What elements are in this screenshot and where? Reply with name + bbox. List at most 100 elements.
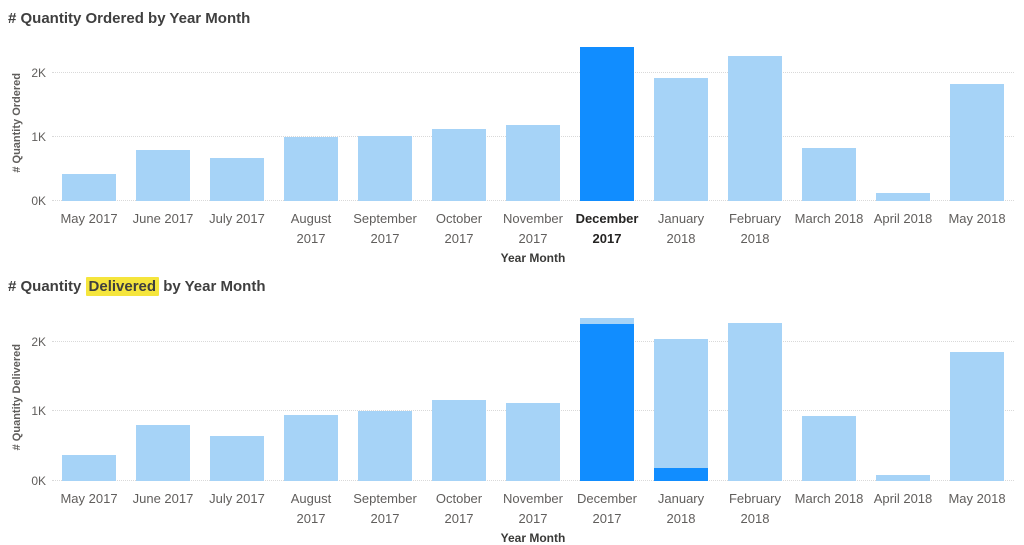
x-tick-may-2017: May 2017 bbox=[52, 489, 126, 509]
bar-segment-dim[interactable] bbox=[209, 435, 265, 481]
bar-segment-dim[interactable] bbox=[209, 158, 265, 201]
bar-september-2017[interactable] bbox=[357, 135, 413, 201]
x-axis-title: Year Month bbox=[500, 531, 566, 545]
bar-june-2017[interactable] bbox=[135, 149, 191, 201]
bar-segment-dim[interactable] bbox=[801, 415, 857, 481]
bar-july-2017[interactable] bbox=[209, 435, 265, 481]
x-axis-labels: May 2017 June 2017 July 2017 August 2017 Sept… bbox=[52, 489, 1014, 529]
x-tick-line: 2017 bbox=[592, 511, 622, 526]
bar-september-2017[interactable] bbox=[357, 411, 413, 481]
x-tick-line: March 2018 bbox=[794, 491, 864, 506]
bar-april-2018[interactable] bbox=[875, 474, 931, 481]
bar-july-2017[interactable] bbox=[209, 158, 265, 201]
x-tick-line: 2018 bbox=[740, 511, 770, 526]
gridline bbox=[52, 340, 1014, 342]
x-tick-july-2017: July 2017 bbox=[200, 209, 274, 229]
bar-october-2017[interactable] bbox=[431, 399, 487, 481]
bar-segment-dim[interactable] bbox=[579, 317, 635, 324]
y-tick-label: 0K bbox=[31, 474, 46, 488]
x-tick-august-2017: August 2017 bbox=[274, 209, 348, 249]
bar-august-2017[interactable] bbox=[283, 136, 339, 201]
bar-segment-dim[interactable] bbox=[135, 149, 191, 201]
bar-segment-dim[interactable] bbox=[357, 135, 413, 201]
x-tick-april-2018: April 2018 bbox=[866, 489, 940, 509]
bar-segment-highlighted[interactable] bbox=[579, 46, 635, 201]
bar-november-2017[interactable] bbox=[505, 403, 561, 481]
bar-segment-dim[interactable] bbox=[61, 174, 117, 201]
bar-august-2017[interactable] bbox=[283, 414, 339, 481]
bar-segment-dim[interactable] bbox=[283, 414, 339, 481]
bar-segment-highlighted[interactable] bbox=[579, 323, 635, 481]
y-axis-ticks: 0K 1K 2K bbox=[26, 314, 46, 488]
bar-segment-dim[interactable] bbox=[653, 77, 709, 201]
x-tick-february-2018: February 2018 bbox=[718, 209, 792, 249]
x-tick-may-2018: May 2018 bbox=[940, 209, 1014, 229]
bar-segment-dim[interactable] bbox=[431, 129, 487, 201]
bar-january-2018[interactable] bbox=[653, 339, 709, 481]
y-axis-title: # Quantity Delivered bbox=[8, 314, 26, 481]
bar-january-2018[interactable] bbox=[653, 77, 709, 201]
y-tick-label: 2K bbox=[31, 65, 46, 80]
bar-segment-dim[interactable] bbox=[949, 83, 1005, 201]
bar-segment-dim[interactable] bbox=[61, 454, 117, 481]
bar-segment-dim[interactable] bbox=[801, 148, 857, 201]
bar-segment-dim[interactable] bbox=[875, 474, 931, 481]
bar-segment-dim[interactable] bbox=[357, 411, 413, 481]
bar-february-2018[interactable] bbox=[727, 55, 783, 201]
bar-june-2017[interactable] bbox=[135, 425, 191, 481]
x-tick-december-2017: December 2017 bbox=[570, 209, 644, 249]
chart-title-text: # Quantity bbox=[8, 278, 86, 295]
x-tick-line: November bbox=[503, 211, 563, 226]
chart-body: # Quantity Delivered 0K 1K 2K May 2017 June… bbox=[8, 314, 1014, 545]
bar-may-2017[interactable] bbox=[61, 174, 117, 201]
bar-segment-highlighted[interactable] bbox=[653, 467, 709, 481]
x-tick-line: December bbox=[575, 211, 639, 226]
x-tick-september-2017: September 2017 bbox=[348, 209, 422, 249]
x-tick-line: August bbox=[290, 211, 332, 226]
bar-april-2018[interactable] bbox=[875, 192, 931, 201]
x-tick-line: May 2018 bbox=[948, 491, 1006, 506]
bar-november-2017[interactable] bbox=[505, 124, 561, 201]
y-tick-label: 0K bbox=[31, 194, 46, 208]
bar-march-2018[interactable] bbox=[801, 415, 857, 481]
x-tick-line: August bbox=[290, 491, 332, 506]
bar-segment-dim[interactable] bbox=[135, 425, 191, 481]
bar-segment-dim[interactable] bbox=[431, 399, 487, 481]
bar-october-2017[interactable] bbox=[431, 129, 487, 201]
bar-segment-dim[interactable] bbox=[505, 403, 561, 481]
x-tick-line: 2017 bbox=[296, 231, 326, 246]
x-tick-line: May 2018 bbox=[948, 211, 1006, 226]
bar-segment-dim[interactable] bbox=[949, 351, 1005, 481]
bar-segment-dim[interactable] bbox=[727, 323, 783, 481]
x-tick-line: January bbox=[657, 491, 705, 506]
plot-area[interactable] bbox=[52, 44, 1014, 201]
x-axis-labels: May 2017 June 2017 July 2017 August 2017 Sept… bbox=[52, 209, 1014, 249]
bar-segment-dim[interactable] bbox=[505, 124, 561, 201]
x-tick-line: 2017 bbox=[370, 511, 400, 526]
bar-march-2018[interactable] bbox=[801, 148, 857, 201]
bar-december-2017[interactable] bbox=[579, 317, 635, 481]
bar-segment-dim[interactable] bbox=[875, 192, 931, 201]
chart-title-text: # Quantity Ordered by Year Month bbox=[8, 10, 251, 27]
bar-may-2018[interactable] bbox=[949, 351, 1005, 481]
x-tick-line: 2017 bbox=[296, 511, 326, 526]
bar-segment-dim[interactable] bbox=[283, 136, 339, 201]
bar-segment-dim[interactable] bbox=[727, 55, 783, 201]
bar-december-2017[interactable] bbox=[579, 46, 635, 201]
bar-may-2017[interactable] bbox=[61, 454, 117, 481]
x-tick-november-2017: November 2017 bbox=[496, 209, 570, 249]
x-tick-january-2018: January 2018 bbox=[644, 209, 718, 249]
y-axis-ticks: 0K 1K 2K bbox=[26, 44, 46, 208]
y-tick-label: 2K bbox=[31, 334, 46, 349]
bar-february-2018[interactable] bbox=[727, 323, 783, 481]
x-tick-line: 2018 bbox=[666, 231, 696, 246]
bar-may-2018[interactable] bbox=[949, 83, 1005, 201]
x-tick-october-2017: October 2017 bbox=[422, 209, 496, 249]
x-tick-june-2017: June 2017 bbox=[126, 489, 200, 509]
x-tick-august-2017: August 2017 bbox=[274, 489, 348, 529]
x-tick-line: July 2017 bbox=[209, 491, 265, 506]
chart-title-highlighted-word: Delivered bbox=[85, 277, 160, 296]
bar-segment-dim[interactable] bbox=[653, 339, 709, 468]
plot-area[interactable] bbox=[52, 314, 1014, 481]
x-tick-line: November bbox=[503, 491, 563, 506]
